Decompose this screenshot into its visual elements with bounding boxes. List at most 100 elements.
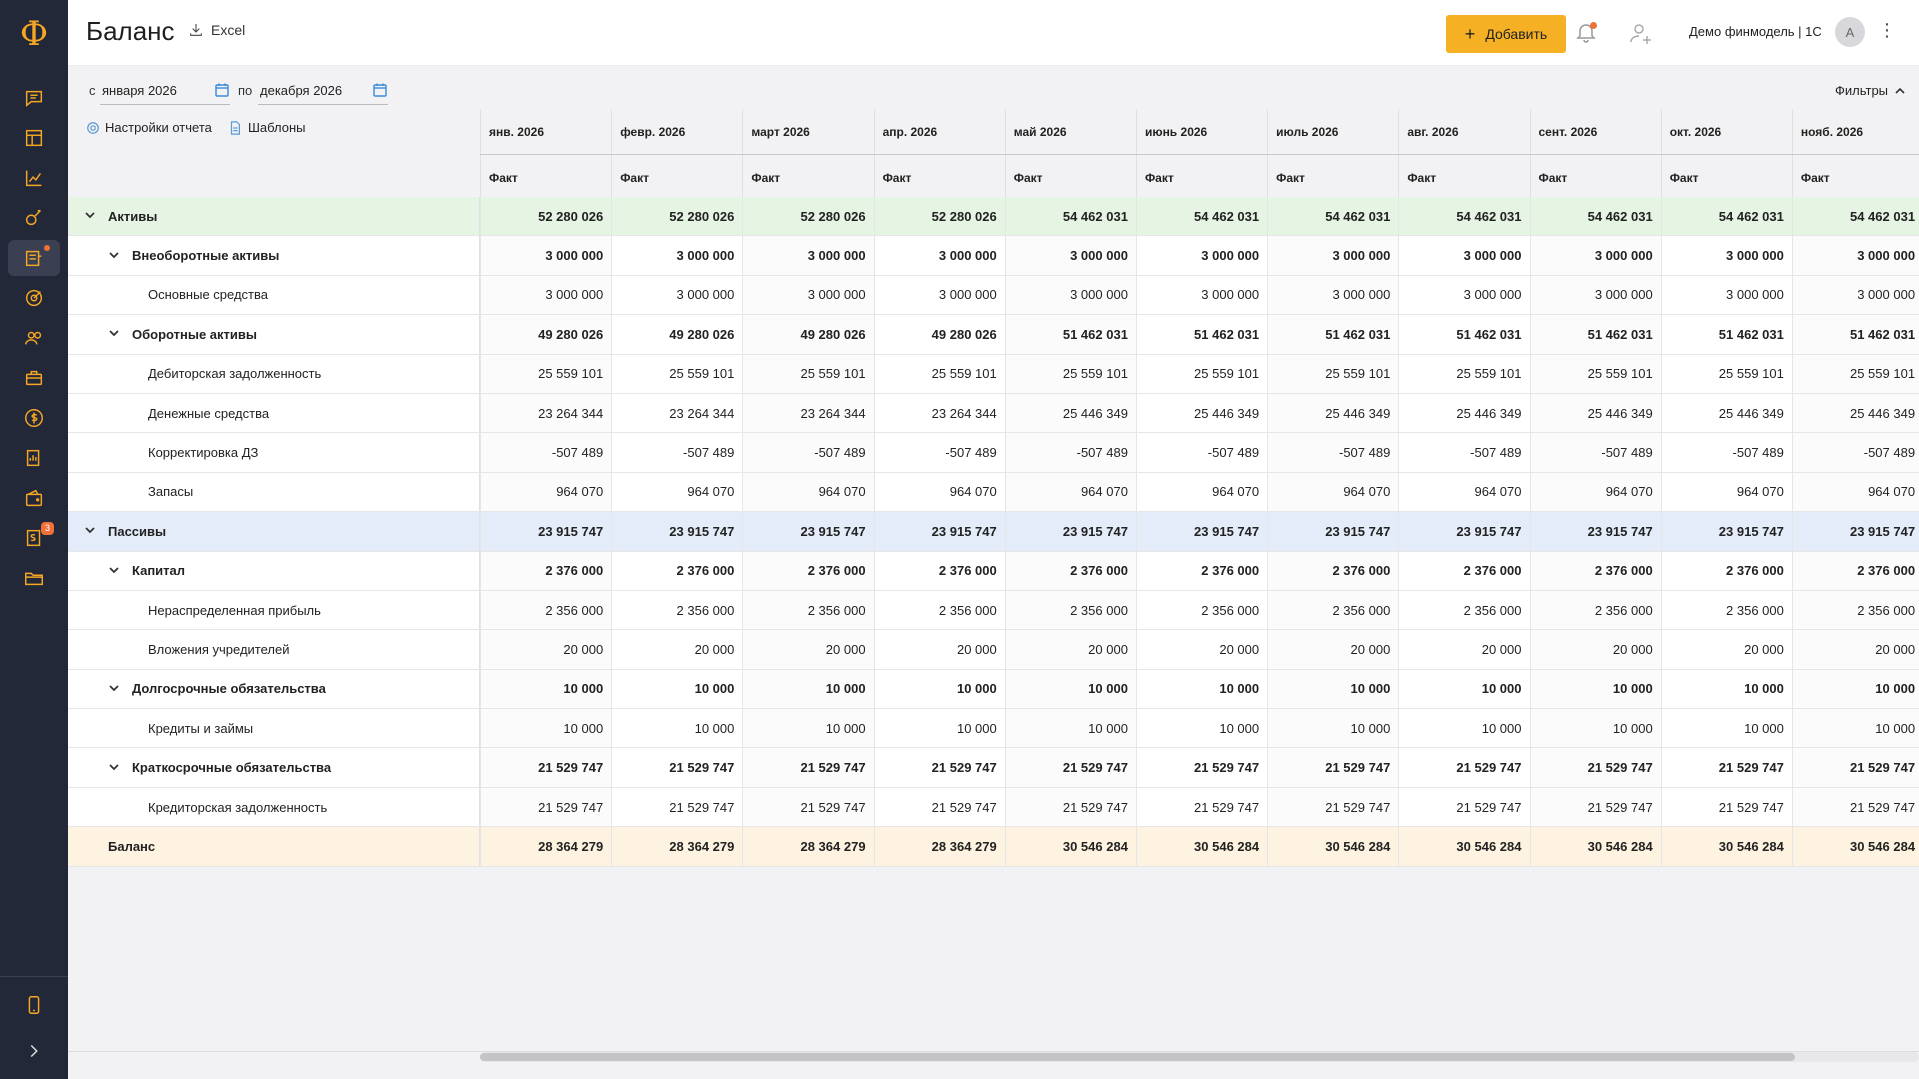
value-cell[interactable]: 51 462 031 <box>1791 315 1919 354</box>
value-cell[interactable]: 3 000 000 <box>1004 236 1136 275</box>
value-cell[interactable]: 21 529 747 <box>480 787 612 827</box>
value-cell[interactable]: 21 529 747 <box>742 748 874 787</box>
report-settings-button[interactable]: Настройки отчета <box>86 120 212 135</box>
value-cell[interactable]: 10 000 <box>742 669 874 709</box>
value-cell[interactable]: 2 356 000 <box>1135 590 1267 630</box>
value-cell[interactable]: 21 529 747 <box>1791 748 1919 787</box>
value-cell[interactable]: 25 559 101 <box>1004 354 1136 393</box>
value-cell[interactable]: 10 000 <box>1267 669 1399 709</box>
value-cell[interactable]: 52 280 026 <box>873 197 1005 236</box>
value-cell[interactable]: 20 000 <box>1398 630 1529 669</box>
sidebar-item-balance[interactable] <box>8 240 60 276</box>
value-cell[interactable]: 10 000 <box>480 669 612 709</box>
value-cell[interactable]: 28 364 279 <box>611 827 742 866</box>
value-cell[interactable]: 964 070 <box>742 472 874 512</box>
collapse-toggle[interactable] <box>108 327 122 341</box>
value-cell[interactable]: -507 489 <box>1135 433 1267 472</box>
value-cell[interactable]: 3 000 000 <box>1398 236 1529 275</box>
templates-button[interactable]: Шаблоны <box>228 120 306 135</box>
value-cell[interactable]: 3 000 000 <box>611 275 742 315</box>
value-cell[interactable]: 3 000 000 <box>1660 275 1792 315</box>
value-cell[interactable]: 3 000 000 <box>1267 275 1399 315</box>
excel-export-button[interactable]: Excel <box>188 22 245 38</box>
value-cell[interactable]: 49 280 026 <box>480 315 612 354</box>
expand-sidebar-button[interactable] <box>8 1033 60 1069</box>
column-header-month[interactable]: май 2026 <box>1004 109 1136 154</box>
value-cell[interactable]: 2 376 000 <box>1529 551 1661 590</box>
value-cell[interactable]: 25 559 101 <box>1267 354 1399 393</box>
value-cell[interactable]: 2 356 000 <box>742 590 874 630</box>
value-cell[interactable]: 51 462 031 <box>1398 315 1529 354</box>
value-cell[interactable]: 20 000 <box>1004 630 1136 669</box>
sidebar-item-analytics[interactable] <box>8 200 60 236</box>
collapse-toggle[interactable] <box>84 209 98 223</box>
value-cell[interactable]: 23 264 344 <box>611 393 742 433</box>
value-cell[interactable]: 54 462 031 <box>1267 197 1398 236</box>
value-cell[interactable]: 21 529 747 <box>1791 787 1919 827</box>
value-cell[interactable]: 10 000 <box>1004 709 1136 748</box>
value-cell[interactable]: 2 356 000 <box>1004 590 1136 630</box>
sidebar-item-chat[interactable] <box>8 80 60 116</box>
value-cell[interactable]: 964 070 <box>611 472 742 512</box>
value-cell[interactable]: 25 446 349 <box>1004 393 1136 433</box>
value-cell[interactable]: 3 000 000 <box>480 236 612 275</box>
add-button[interactable]: + Добавить <box>1446 15 1566 53</box>
value-cell[interactable]: 964 070 <box>1004 472 1136 512</box>
value-cell[interactable]: 3 000 000 <box>742 275 874 315</box>
value-cell[interactable]: 21 529 747 <box>1004 748 1136 787</box>
mobile-app-button[interactable] <box>8 987 60 1023</box>
value-cell[interactable]: 23 915 747 <box>873 512 1005 551</box>
sidebar-item-wallet[interactable] <box>8 480 60 516</box>
value-cell[interactable]: 23 264 344 <box>873 393 1005 433</box>
value-cell[interactable]: 3 000 000 <box>1529 236 1661 275</box>
collapse-toggle[interactable] <box>108 564 122 578</box>
value-cell[interactable]: 2 376 000 <box>742 551 874 590</box>
value-cell[interactable]: 10 000 <box>1004 669 1136 709</box>
value-cell[interactable]: 25 559 101 <box>742 354 874 393</box>
value-cell[interactable]: -507 489 <box>1660 433 1792 472</box>
value-cell[interactable]: 23 915 747 <box>1529 512 1661 551</box>
value-cell[interactable]: 23 264 344 <box>480 393 612 433</box>
value-cell[interactable]: 23 915 747 <box>480 512 611 551</box>
value-cell[interactable]: 10 000 <box>873 709 1005 748</box>
value-cell[interactable]: 3 000 000 <box>742 236 874 275</box>
value-cell[interactable]: 23 915 747 <box>1660 512 1792 551</box>
value-cell[interactable]: 21 529 747 <box>1135 787 1267 827</box>
value-cell[interactable]: -507 489 <box>1529 433 1661 472</box>
value-cell[interactable]: 964 070 <box>873 472 1005 512</box>
value-cell[interactable]: 21 529 747 <box>873 748 1005 787</box>
value-cell[interactable]: 25 559 101 <box>1660 354 1792 393</box>
sidebar-item-folder[interactable] <box>8 560 60 596</box>
value-cell[interactable]: 20 000 <box>611 630 742 669</box>
value-cell[interactable]: 20 000 <box>1267 630 1399 669</box>
value-cell[interactable]: 54 462 031 <box>1529 197 1661 236</box>
value-cell[interactable]: 2 356 000 <box>1267 590 1399 630</box>
value-cell[interactable]: 21 529 747 <box>611 748 742 787</box>
value-cell[interactable]: 3 000 000 <box>873 275 1005 315</box>
date-to-field[interactable]: декабря 2026 <box>258 78 388 105</box>
value-cell[interactable]: 10 000 <box>1791 669 1919 709</box>
app-logo[interactable]: Ф <box>19 14 49 54</box>
value-cell[interactable]: 30 546 284 <box>1529 827 1661 866</box>
value-cell[interactable]: 10 000 <box>1398 669 1529 709</box>
value-cell[interactable]: 23 264 344 <box>742 393 874 433</box>
value-cell[interactable]: 21 529 747 <box>480 748 612 787</box>
value-cell[interactable]: 51 462 031 <box>1267 315 1399 354</box>
value-cell[interactable]: 30 546 284 <box>1791 827 1919 866</box>
value-cell[interactable]: 25 559 101 <box>873 354 1005 393</box>
column-header-month[interactable]: нояб. 2026 <box>1791 109 1919 154</box>
value-cell[interactable]: 52 280 026 <box>611 197 742 236</box>
value-cell[interactable]: 30 546 284 <box>1135 827 1267 866</box>
column-header-month[interactable]: авг. 2026 <box>1398 109 1529 154</box>
value-cell[interactable]: 20 000 <box>1660 630 1792 669</box>
value-cell[interactable]: 21 529 747 <box>1004 787 1136 827</box>
invite-user-button[interactable] <box>1628 21 1654 52</box>
value-cell[interactable]: -507 489 <box>1791 433 1919 472</box>
value-cell[interactable]: 964 070 <box>1267 472 1399 512</box>
value-cell[interactable]: 21 529 747 <box>873 787 1005 827</box>
value-cell[interactable]: 30 546 284 <box>1267 827 1398 866</box>
value-cell[interactable]: 25 559 101 <box>480 354 612 393</box>
value-cell[interactable]: 2 356 000 <box>1529 590 1661 630</box>
value-cell[interactable]: 964 070 <box>1791 472 1919 512</box>
value-cell[interactable]: 10 000 <box>1660 669 1792 709</box>
